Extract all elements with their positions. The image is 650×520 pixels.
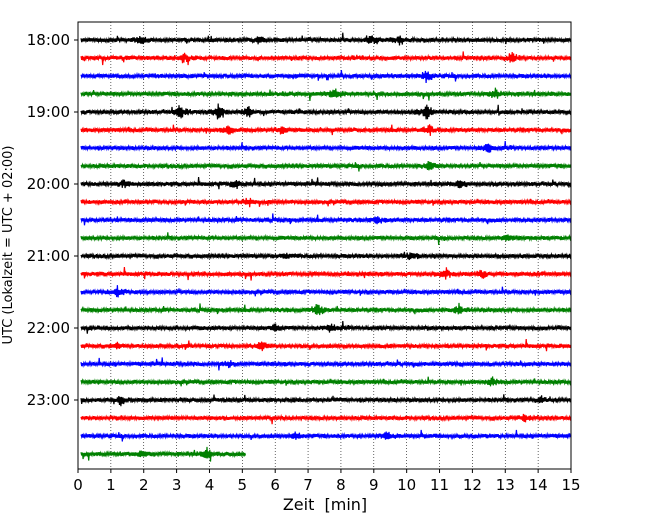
trace-19:00 (80, 103, 572, 120)
x-tick-label: 12 (463, 476, 482, 494)
trace-20:30 (80, 213, 572, 226)
x-tick-label: 11 (430, 476, 449, 494)
trace-22:00 (80, 321, 572, 334)
x-axis: 0 1 2 3 4 5 6 7 8 9 10 11 12 13 14 15 (73, 469, 581, 494)
trace-23:45 (80, 446, 247, 462)
grid-lines (110, 22, 539, 469)
x-tick-label: 2 (139, 476, 149, 494)
x-tick-label: 5 (238, 476, 248, 494)
x-tick-label: 15 (561, 476, 580, 494)
x-tick-label: 7 (303, 476, 313, 494)
trace-21:45 (80, 302, 572, 316)
x-tick-label: 1 (106, 476, 116, 494)
y-axis: 18:00 19:00 20:00 21:00 22:00 23:00 (27, 31, 78, 409)
trace-20:45 (80, 232, 572, 245)
trace-21:15 (80, 267, 572, 281)
x-tick-label: 4 (205, 476, 215, 494)
x-tick-label: 10 (397, 476, 416, 494)
x-tick-label: 6 (270, 476, 280, 494)
x-tick-label: 8 (336, 476, 346, 494)
trace-18:30 (80, 70, 572, 84)
trace-20:15 (80, 197, 572, 208)
trace-19:30 (80, 141, 572, 153)
y-tick-label: 22:00 (27, 319, 70, 337)
x-tick-label: 14 (529, 476, 548, 494)
y-tick-label: 20:00 (27, 175, 70, 193)
x-tick-label: 3 (172, 476, 182, 494)
trace-21:30 (80, 285, 572, 298)
trace-19:15 (80, 124, 572, 136)
trace-22:30 (80, 357, 572, 371)
trace-18:00 (80, 32, 572, 46)
trace-22:15 (80, 339, 572, 352)
y-tick-label: 21:00 (27, 247, 70, 265)
trace-23:15 (80, 413, 572, 425)
trace-19:45 (80, 161, 572, 172)
trace-20:00 (80, 177, 572, 190)
trace-23:00 (80, 394, 572, 407)
x-axis-label: Zeit [min] (283, 495, 367, 514)
trace-18:45 (80, 87, 572, 101)
trace-22:45 (80, 376, 572, 387)
plot-frame (77, 21, 572, 470)
y-tick-label: 19:00 (27, 103, 70, 121)
trace-18:15 (80, 51, 572, 66)
y-tick-label: 18:00 (27, 31, 70, 49)
trace-21:00 (80, 251, 572, 261)
trace-23:30 (80, 429, 572, 442)
x-tick-label: 9 (369, 476, 379, 494)
y-tick-label: 23:00 (27, 391, 70, 409)
seismogram-traces (80, 32, 572, 462)
x-tick-label: 13 (496, 476, 515, 494)
y-axis-label: UTC (Lokalzeit = UTC + 02:00) (1, 146, 16, 345)
x-tick-label: 0 (73, 476, 83, 494)
